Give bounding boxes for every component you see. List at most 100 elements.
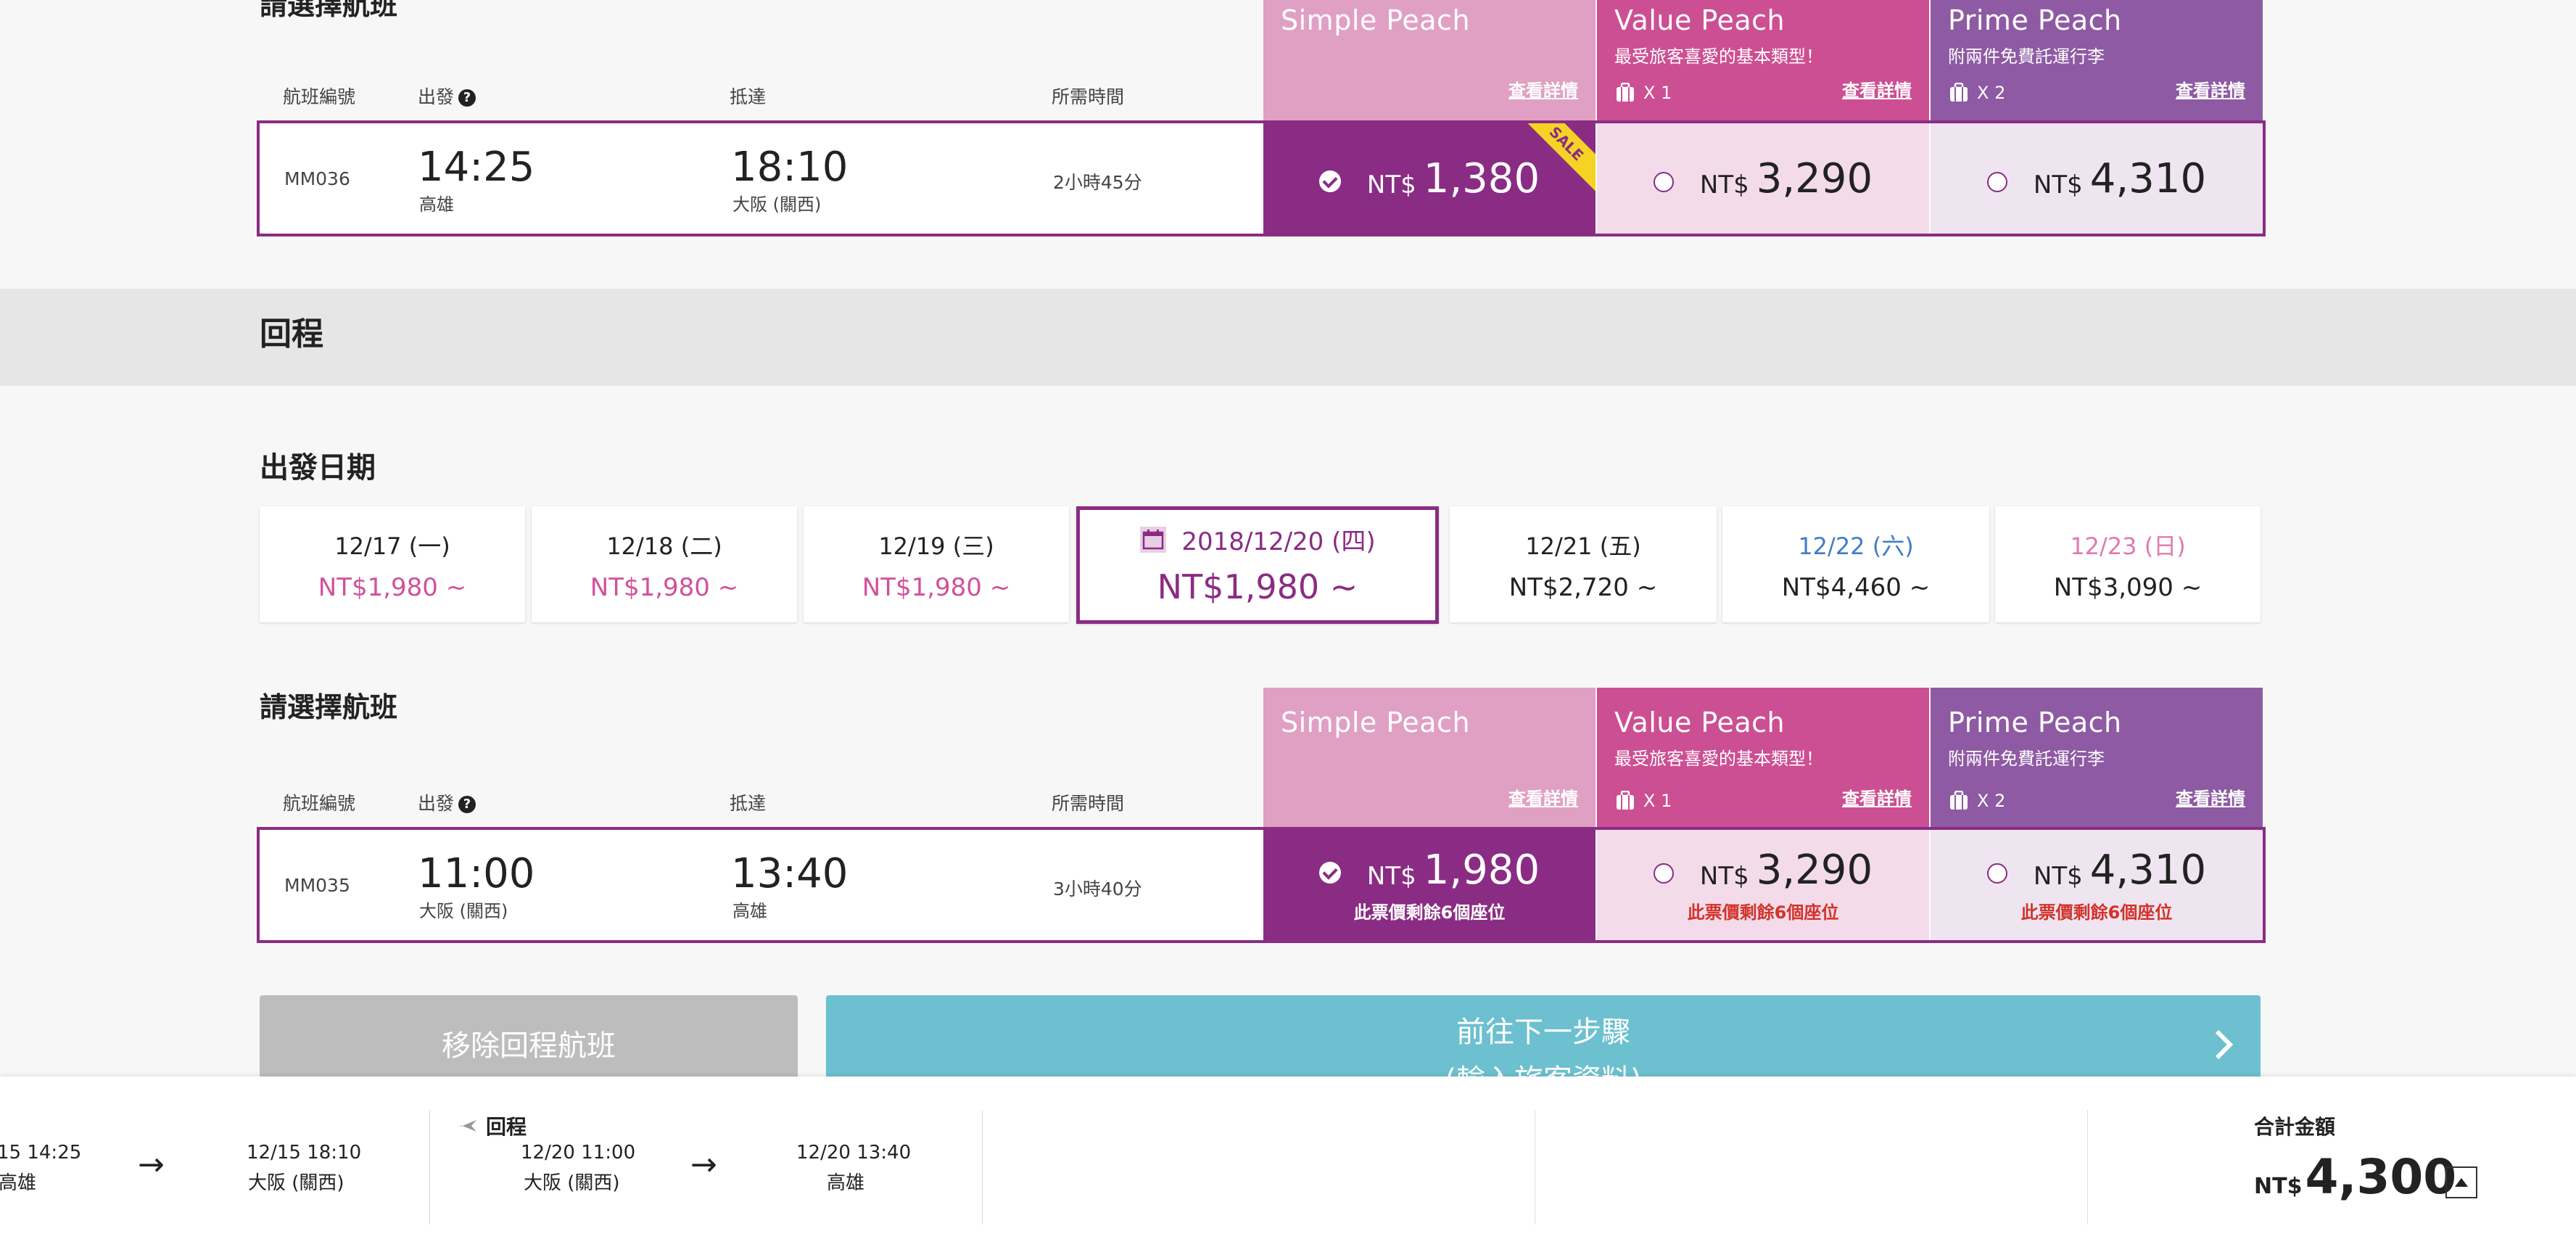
return-header-title: 回程: [260, 316, 323, 353]
date-option-1217[interactable]: 12/17 (一) NT$1,980 ~: [260, 506, 525, 622]
departure-time: 14:25: [418, 144, 535, 191]
prime-details-link[interactable]: 查看詳情: [2176, 789, 2245, 809]
next-step-button[interactable]: 前往下一步驟 (輸入旅客資料): [826, 995, 2261, 1097]
divider: [2087, 1110, 2088, 1224]
summary-outbound-dep-datetime: 15 14:25: [0, 1142, 82, 1164]
date-option-1221[interactable]: 12/21 (五) NT$2,720 ~: [1450, 506, 1717, 622]
summary-return-label: 回程: [458, 1111, 527, 1140]
divider: [982, 1110, 983, 1224]
expand-summary-button[interactable]: [2445, 1166, 2477, 1198]
date-label: 12/18 (二): [606, 532, 722, 560]
luggage-icon: [1617, 791, 1634, 810]
col-duration: 所需時間: [1052, 86, 1125, 107]
bag-count: X 2: [1977, 83, 2006, 103]
prime-details-link[interactable]: 查看詳情: [2176, 81, 2245, 101]
date-price: NT$3,090 ~: [2053, 573, 2203, 602]
value-details-link[interactable]: 查看詳情: [1842, 789, 1912, 809]
col-arrive: 抵達: [730, 86, 767, 107]
radio-button[interactable]: [1653, 171, 1674, 192]
value-price: 3,290: [1756, 155, 1873, 202]
date-option-1219[interactable]: 12/19 (三) NT$1,980 ~: [804, 506, 1069, 622]
baggage-allowance: X 1: [1614, 83, 1672, 103]
currency: NT$: [1366, 170, 1416, 199]
summary-return-arr-datetime: 12/20 13:40: [796, 1142, 912, 1164]
arrow-right-icon: →: [138, 1146, 165, 1183]
total-label: 合計金額: [2254, 1115, 2336, 1139]
luggage-icon: [1617, 83, 1634, 102]
flight-number: MM036: [284, 168, 350, 189]
seats-left-note: 此票價剩餘6個座位: [2020, 902, 2173, 923]
summary-return-dep-city: 大阪 (關西): [524, 1172, 620, 1194]
return-section-title: 請選擇航班: [260, 691, 398, 723]
date-price: NT$1,980 ~: [1157, 567, 1358, 606]
summary-outbound-arr-datetime: 12/15 18:10: [247, 1142, 362, 1164]
arrow-right-icon: →: [690, 1146, 717, 1183]
simple-details-link[interactable]: 查看詳情: [1508, 789, 1578, 809]
currency: NT$: [1699, 862, 1749, 891]
value-fare-option[interactable]: NT$ 3,290 此票價剩餘6個座位: [1597, 830, 1929, 940]
summary-return-arr-city: 高雄: [827, 1172, 865, 1194]
date-option-1220-selected[interactable]: 2018/12/20 (四) NT$1,980 ~: [1076, 506, 1439, 624]
arrival-time: 18:10: [731, 144, 849, 191]
date-section-title: 出發日期: [260, 451, 376, 485]
chevron-up-icon: [2455, 1178, 2468, 1187]
total-currency: NT$: [2254, 1174, 2303, 1199]
summary-outbound-dep-city: 高雄: [0, 1172, 37, 1194]
departure-city: 高雄: [419, 194, 454, 215]
return-fare-value: Value Peach 最受旅客喜愛的基本類型！ X 1 查看詳情: [1597, 688, 1929, 828]
divider: [429, 1110, 430, 1224]
date-price: NT$2,720 ~: [1508, 573, 1658, 602]
remove-return-button[interactable]: 移除回程航班: [260, 995, 798, 1090]
value-price: 3,290: [1756, 847, 1873, 894]
currency: NT$: [1699, 170, 1749, 199]
simple-fare-option[interactable]: NT$ 1,980 此票價剩餘6個座位: [1263, 830, 1595, 940]
currency: NT$: [2033, 170, 2083, 199]
prime-price: 4,310: [2089, 847, 2207, 894]
simple-details-link[interactable]: 查看詳情: [1508, 81, 1578, 101]
flight-duration: 3小時40分: [1053, 878, 1142, 900]
date-label: 12/19 (三): [878, 532, 994, 560]
calendar-icon: [1140, 526, 1167, 553]
value-fare-option[interactable]: NT$ 3,290: [1597, 123, 1929, 234]
radio-button[interactable]: [1653, 863, 1674, 884]
total-value: 4,300: [2305, 1149, 2457, 1205]
date-price: NT$1,980 ~: [590, 573, 739, 602]
arrival-city: 大阪 (關西): [732, 194, 822, 215]
departure-time: 11:00: [418, 850, 535, 897]
bag-count: X 2: [1977, 791, 2006, 811]
simple-fare-option[interactable]: NT$ 1,380 SALE: [1263, 123, 1595, 234]
col-flight-no: 航班編號: [283, 86, 356, 107]
date-price: NT$4,460 ~: [1781, 573, 1931, 602]
date-price: NT$1,980 ~: [862, 573, 1011, 602]
remove-return-label: 移除回程航班: [442, 1029, 616, 1063]
date-option-1218[interactable]: 12/18 (二) NT$1,980 ~: [532, 506, 797, 622]
help-icon[interactable]: ?: [458, 89, 476, 107]
return-flight-row[interactable]: MM035 11:00 大阪 (關西) 13:40 高雄 3小時40分 NT$ 1…: [257, 827, 2266, 943]
col-arrive: 抵達: [730, 793, 767, 814]
departure-city: 大阪 (關西): [419, 901, 508, 921]
fare-name: Simple Peach: [1281, 4, 1471, 36]
date-option-1222[interactable]: 12/22 (六) NT$4,460 ~: [1722, 506, 1989, 622]
radio-button[interactable]: [1986, 863, 2007, 884]
date-label: 12/21 (五): [1525, 532, 1641, 560]
simple-price: 1,980: [1423, 847, 1540, 894]
col-flight-no: 航班編號: [283, 793, 356, 814]
date-option-1223[interactable]: 12/23 (日) NT$3,090 ~: [1995, 506, 2261, 622]
return-header-band: 回程: [0, 289, 2576, 386]
prime-fare-option[interactable]: NT$ 4,310 此票價剩餘6個座位: [1931, 830, 2263, 940]
col-depart-label: 出發: [418, 86, 455, 107]
fare-subtitle: 附兩件免費託運行李: [1948, 46, 2105, 67]
booking-summary-bar: 15 14:25 高雄 → 12/15 18:10 大阪 (關西) 回程 12/…: [0, 1077, 2576, 1239]
selected-check-icon: [1318, 862, 1341, 884]
help-icon[interactable]: ?: [458, 796, 476, 813]
fare-name: Prime Peach: [1948, 707, 2122, 738]
value-details-link[interactable]: 查看詳情: [1842, 81, 1912, 101]
prime-fare-option[interactable]: NT$ 4,310: [1931, 123, 2263, 234]
col-depart: 出發?: [418, 789, 476, 815]
outbound-flight-row[interactable]: MM036 14:25 高雄 18:10 大阪 (關西) 2小時45分 NT$ 1…: [257, 120, 2266, 236]
sale-badge-text: SALE: [1545, 123, 1588, 165]
arrival-city: 高雄: [732, 901, 767, 921]
summary-return-dep-datetime: 12/20 11:00: [521, 1142, 636, 1164]
radio-button[interactable]: [1986, 171, 2007, 192]
prime-price: 4,310: [2089, 155, 2207, 202]
